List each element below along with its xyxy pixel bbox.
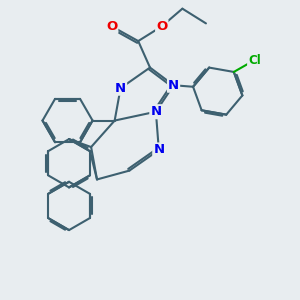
Text: O: O xyxy=(156,20,167,33)
Text: N: N xyxy=(150,105,161,118)
Text: N: N xyxy=(168,79,179,92)
Text: O: O xyxy=(106,20,117,33)
Text: Cl: Cl xyxy=(248,54,261,67)
Text: N: N xyxy=(115,82,126,95)
Text: N: N xyxy=(153,143,164,157)
